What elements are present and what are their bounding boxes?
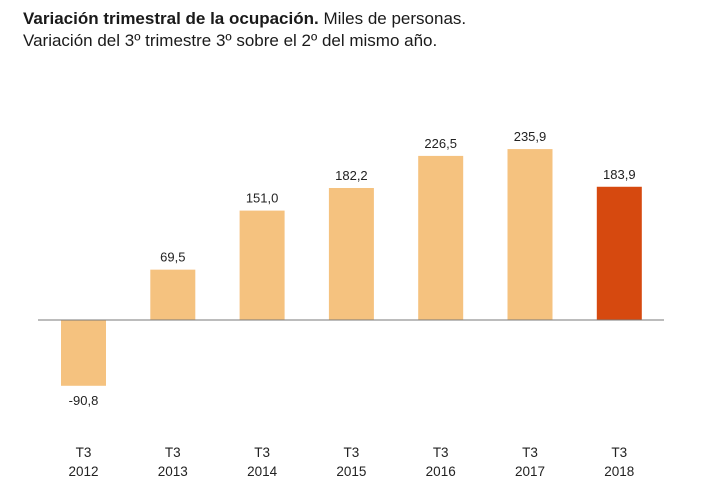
bar	[61, 320, 106, 386]
bar	[418, 155, 464, 320]
data-label: -90,8	[69, 393, 99, 408]
data-label: 226,5	[424, 136, 457, 151]
data-label: 182,2	[335, 168, 368, 183]
x-tick-label-quarter: T3	[344, 445, 360, 460]
x-tick-label-quarter: T3	[522, 445, 538, 460]
chart-subtitle: Variación del 3º trimestre 3º sobre el 2…	[23, 31, 438, 50]
data-label: 183,9	[603, 167, 636, 182]
chart-title-line: Variación trimestral de la ocupación. Mi…	[23, 8, 466, 30]
x-tick-label-year: 2012	[68, 464, 98, 479]
x-tick-label-quarter: T3	[165, 445, 181, 460]
x-tick-label-year: 2018	[604, 464, 634, 479]
data-label: 235,9	[514, 129, 547, 144]
x-tick-label-quarter: T3	[254, 445, 270, 460]
bar	[328, 187, 374, 320]
chart-header: Variación trimestral de la ocupación. Mi…	[23, 8, 466, 52]
bar	[596, 186, 642, 320]
data-label: 151,0	[246, 191, 279, 206]
x-tick-label-quarter: T3	[433, 445, 449, 460]
chart-title-suffix: Miles de personas.	[323, 9, 467, 28]
x-tick-label-year: 2014	[247, 464, 278, 479]
bar	[239, 210, 285, 320]
data-label: 69,5	[160, 250, 185, 265]
x-tick-label-quarter: T3	[76, 445, 92, 460]
x-tick-label-year: 2016	[426, 464, 456, 479]
bar	[150, 269, 196, 320]
x-tick-label-quarter: T3	[611, 445, 627, 460]
x-tick-label-year: 2013	[158, 464, 188, 479]
x-tick-label-year: 2017	[515, 464, 545, 479]
bar	[507, 149, 553, 320]
x-tick-label-year: 2015	[336, 464, 366, 479]
chart-title: Variación trimestral de la ocupación.	[23, 9, 319, 28]
